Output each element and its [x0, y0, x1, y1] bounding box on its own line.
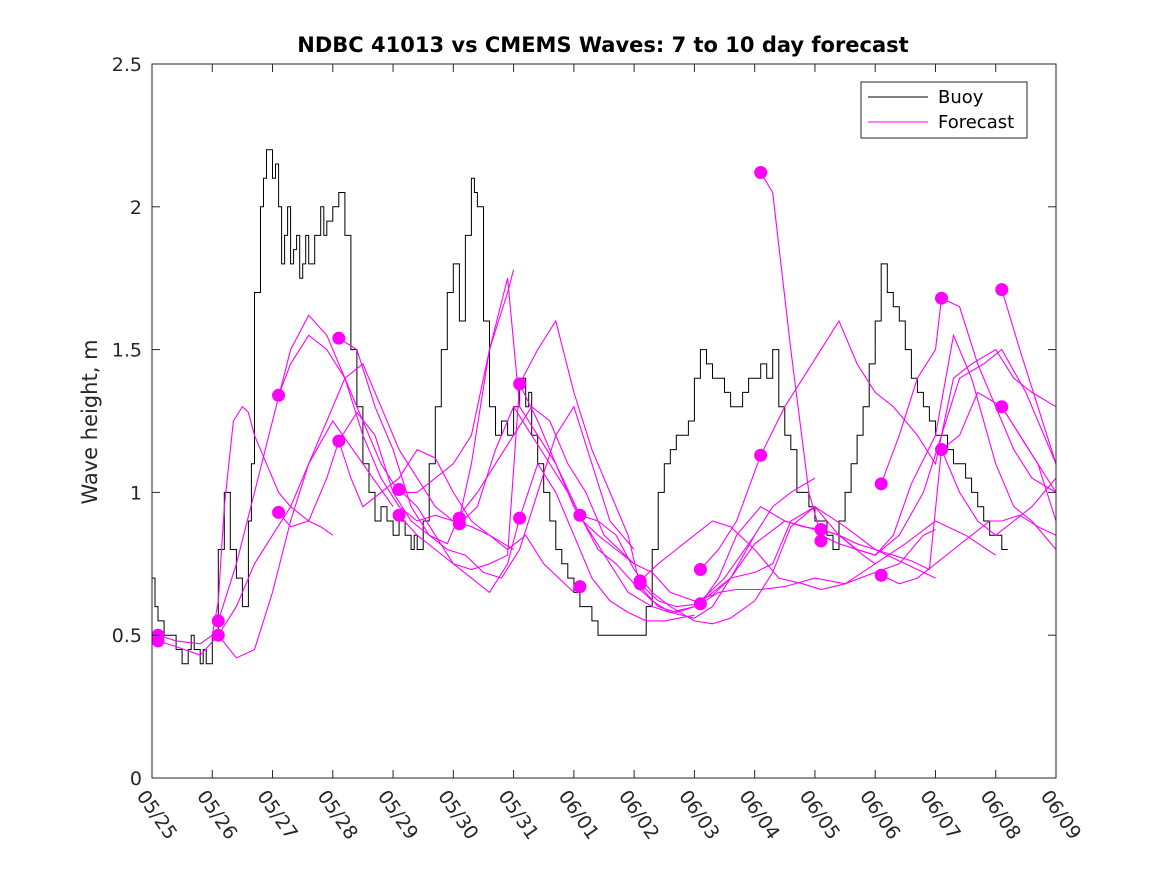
forecast-line-0	[157, 405, 334, 645]
forecast-line-1	[157, 419, 394, 656]
y-tick-label: 2	[130, 197, 142, 219]
forecast-start-point	[452, 517, 466, 531]
axes-box	[151, 63, 1057, 779]
forecast-start-point	[934, 443, 948, 457]
forecast-start-point	[513, 511, 527, 525]
legend-label-buoy: Buoy	[938, 87, 984, 108]
forecast-start-point	[693, 597, 707, 611]
forecast-start-point	[211, 628, 225, 642]
forecast-line-14	[639, 520, 936, 591]
forecast-start-point	[392, 508, 406, 522]
forecast-start-point	[272, 388, 286, 402]
forecast-line-12	[519, 319, 876, 613]
forecast-start-point	[874, 477, 888, 491]
forecast-start-point	[754, 448, 768, 462]
forecast-line-6	[338, 337, 635, 565]
forecast-line-19	[820, 449, 1057, 571]
forecast-start-point	[934, 291, 948, 305]
forecast-start-point	[874, 568, 888, 582]
forecast-line-15	[639, 520, 997, 608]
legend-box	[860, 81, 1028, 139]
y-axis-label: Wave height, m	[78, 339, 102, 504]
forecast-start-point	[332, 434, 346, 448]
forecast-start-point	[513, 377, 527, 391]
forecast-start-point	[995, 400, 1009, 414]
forecast-start-point	[814, 534, 828, 548]
forecast-line-8	[398, 462, 695, 622]
forecast-line-13	[579, 506, 936, 625]
forecast-line-20	[880, 514, 1057, 585]
forecast-start-point	[211, 614, 225, 628]
forecast-start-point	[754, 166, 768, 180]
forecast-line-5	[278, 439, 575, 593]
marker-layer	[151, 166, 1009, 648]
forecast-start-point	[332, 331, 346, 345]
forecast-line-18	[760, 172, 1057, 556]
forecast-start-point	[151, 634, 165, 648]
y-axis: 0 0.5 1 1.5 2 2.5	[112, 54, 1056, 790]
legend: Buoy Forecast	[860, 81, 1028, 139]
forecast-line-7	[338, 405, 635, 579]
forecast-line-23	[1001, 289, 1057, 464]
y-tick-label: 0	[130, 768, 142, 790]
y-tick-label: 1.5	[112, 340, 142, 362]
forecast-line-10	[458, 278, 816, 619]
forecast-start-point	[272, 505, 286, 519]
forecast-start-point	[573, 580, 587, 594]
forecast-line-21	[880, 297, 1057, 493]
y-tick-label: 2.5	[112, 54, 142, 76]
buoy-line	[152, 149, 1008, 665]
forecast-start-point	[633, 577, 647, 591]
y-tick-label: 1	[130, 482, 142, 504]
forecast-start-point	[693, 563, 707, 577]
forecast-start-point	[392, 483, 406, 497]
forecast-start-point	[814, 523, 828, 537]
legend-label-forecast: Forecast	[938, 112, 1014, 133]
series-layer	[152, 149, 1057, 665]
forecast-line-24	[1001, 406, 1057, 493]
forecast-start-point	[573, 508, 587, 522]
y-tick-label: 0.5	[112, 625, 142, 647]
forecast-start-point	[995, 283, 1009, 297]
chart-title: NDBC 41013 vs CMEMS Waves: 7 to 10 day f…	[297, 33, 908, 57]
